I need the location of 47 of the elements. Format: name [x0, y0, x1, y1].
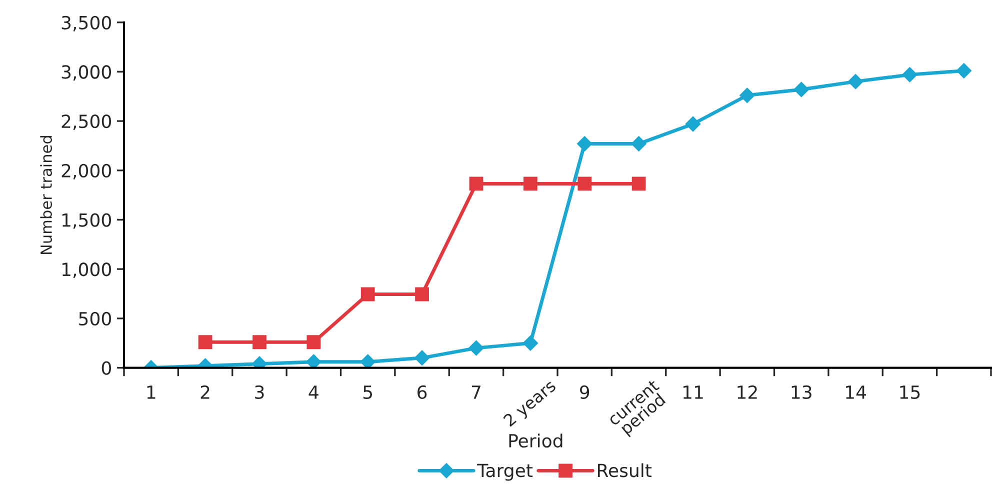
y-tick-label: 2,000	[62, 164, 111, 180]
x-tick-label: 13	[792, 385, 812, 400]
point	[415, 287, 429, 302]
point	[360, 354, 376, 368]
point	[578, 176, 592, 191]
point	[306, 335, 321, 350]
point	[794, 82, 809, 98]
point	[414, 350, 430, 366]
point	[306, 354, 322, 368]
x-tick-label: 9	[580, 385, 590, 400]
point	[740, 88, 755, 103]
point	[848, 74, 864, 90]
y-tick-label: 2,500	[62, 114, 111, 130]
x-axis-title: Period	[509, 434, 562, 448]
x-tick-label: 12	[738, 385, 757, 399]
y-tick-label: 500	[79, 312, 111, 326]
x-tick-label: 14	[846, 386, 866, 399]
y-axis-title: Number trained	[40, 136, 52, 254]
x-tick-label: 2	[200, 385, 210, 399]
y-tick-label: 1,000	[62, 262, 111, 278]
point	[523, 176, 538, 191]
point	[360, 287, 375, 302]
legend-label: Target	[477, 464, 533, 481]
y-tick-label: 1,500	[62, 213, 111, 229]
point	[198, 335, 212, 350]
point	[632, 176, 646, 191]
x-tick-label: 5	[363, 386, 372, 400]
point	[522, 336, 538, 351]
point	[468, 340, 484, 356]
x-tick-label: 15	[900, 386, 920, 400]
x-tick-label: 3	[255, 385, 264, 400]
legend-label: Result	[598, 463, 652, 478]
y-tick-label: 0	[102, 361, 111, 375]
point	[469, 176, 484, 191]
x-tick-label: 7	[472, 386, 480, 399]
point	[956, 63, 972, 78]
point	[577, 136, 592, 152]
point	[631, 136, 646, 152]
point	[902, 67, 918, 82]
y-tick-label: 3,500	[62, 16, 111, 32]
x-tick-label: 6	[418, 385, 427, 400]
x-tick-label: 1	[147, 386, 156, 399]
y-tick-label: 3,000	[62, 65, 111, 81]
x-tick-label: 4	[308, 386, 318, 399]
point	[252, 335, 266, 350]
x-tick-label: 11	[683, 386, 703, 399]
point	[685, 116, 701, 132]
